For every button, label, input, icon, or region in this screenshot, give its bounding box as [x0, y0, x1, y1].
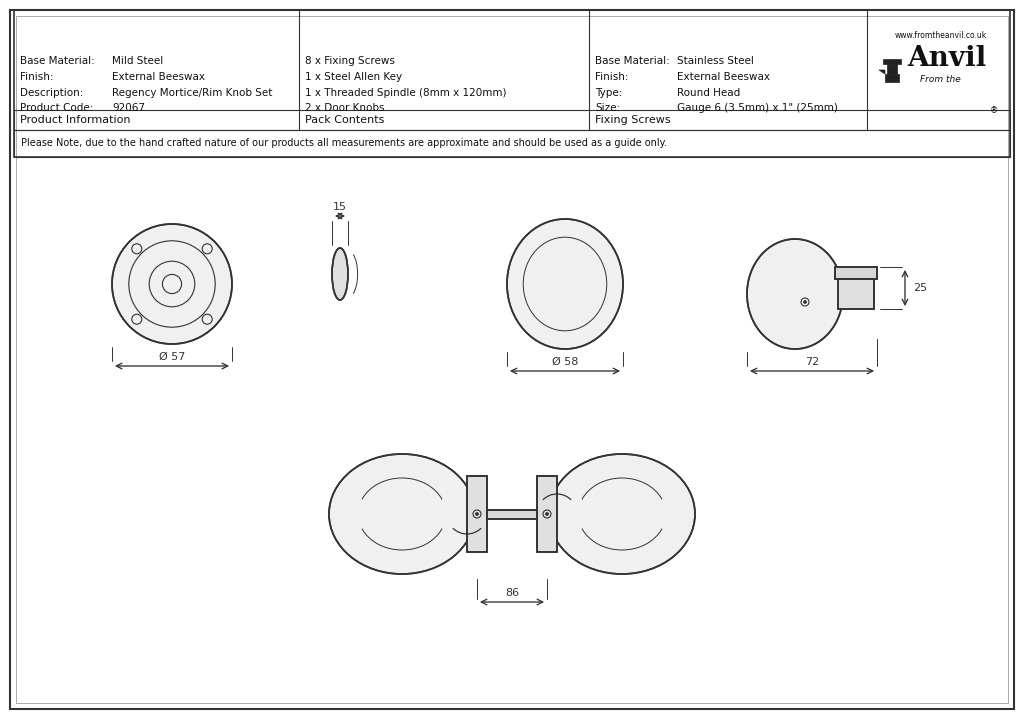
Bar — [537, 476, 557, 552]
Bar — [467, 476, 487, 552]
Text: Product Code:: Product Code: — [20, 103, 93, 113]
Bar — [835, 267, 877, 279]
Bar — [14, 110, 1010, 130]
Ellipse shape — [507, 219, 623, 349]
Ellipse shape — [546, 513, 549, 516]
Bar — [885, 74, 899, 82]
Ellipse shape — [329, 454, 475, 574]
Bar — [838, 279, 874, 309]
Text: Finish:: Finish: — [20, 72, 53, 82]
Text: Round Head: Round Head — [677, 88, 740, 98]
Ellipse shape — [549, 454, 695, 574]
Text: Anvil: Anvil — [907, 45, 986, 71]
Text: External Beeswax: External Beeswax — [677, 72, 770, 82]
Text: 92067: 92067 — [112, 103, 145, 113]
Text: Fixing Screws: Fixing Screws — [595, 115, 671, 125]
Bar — [537, 476, 557, 552]
Ellipse shape — [746, 239, 843, 349]
Text: Base Material:: Base Material: — [595, 57, 670, 66]
Bar — [883, 59, 901, 64]
Text: Ø 58: Ø 58 — [552, 357, 579, 367]
Text: ®: ® — [990, 106, 998, 115]
Ellipse shape — [332, 248, 348, 300]
Bar — [838, 279, 874, 309]
Text: 2 x Door Knobs: 2 x Door Knobs — [305, 103, 384, 113]
Text: Stainless Steel: Stainless Steel — [677, 57, 754, 66]
Text: Description:: Description: — [20, 88, 83, 98]
Bar — [887, 64, 897, 74]
Text: Size:: Size: — [595, 103, 621, 113]
Bar — [487, 510, 537, 518]
Text: Please Note, due to the hand crafted nature of our products all measurements are: Please Note, due to the hand crafted nat… — [22, 139, 667, 149]
Text: 15: 15 — [333, 202, 347, 212]
Bar — [14, 130, 1010, 157]
Text: www.fromtheanvil.co.uk: www.fromtheanvil.co.uk — [894, 32, 987, 40]
Bar — [14, 10, 1010, 157]
Text: Regency Mortice/Rim Knob Set: Regency Mortice/Rim Knob Set — [112, 88, 272, 98]
Text: Ø 57: Ø 57 — [159, 352, 185, 362]
Text: 72: 72 — [805, 357, 819, 367]
Text: External Beeswax: External Beeswax — [112, 72, 205, 82]
Text: From the: From the — [921, 75, 961, 85]
Text: 25: 25 — [913, 283, 927, 293]
Ellipse shape — [475, 513, 478, 516]
Text: Gauge 6 (3.5mm) x 1" (25mm): Gauge 6 (3.5mm) x 1" (25mm) — [677, 103, 838, 113]
Bar — [487, 510, 537, 518]
Text: Type:: Type: — [595, 88, 623, 98]
Bar — [835, 267, 877, 279]
Ellipse shape — [112, 224, 232, 344]
Text: 1 x Steel Allen Key: 1 x Steel Allen Key — [305, 72, 402, 82]
Bar — [467, 476, 487, 552]
Text: 8 x Fixing Screws: 8 x Fixing Screws — [305, 57, 395, 66]
Text: Pack Contents: Pack Contents — [305, 115, 384, 125]
Text: 1 x Threaded Spindle (8mm x 120mm): 1 x Threaded Spindle (8mm x 120mm) — [305, 88, 507, 98]
Text: Product Information: Product Information — [20, 115, 130, 125]
Text: Mild Steel: Mild Steel — [112, 57, 163, 66]
Polygon shape — [879, 70, 885, 74]
Text: Base Material:: Base Material: — [20, 57, 95, 66]
Ellipse shape — [804, 301, 807, 303]
Text: Finish:: Finish: — [595, 72, 629, 82]
Text: 86: 86 — [505, 588, 519, 598]
